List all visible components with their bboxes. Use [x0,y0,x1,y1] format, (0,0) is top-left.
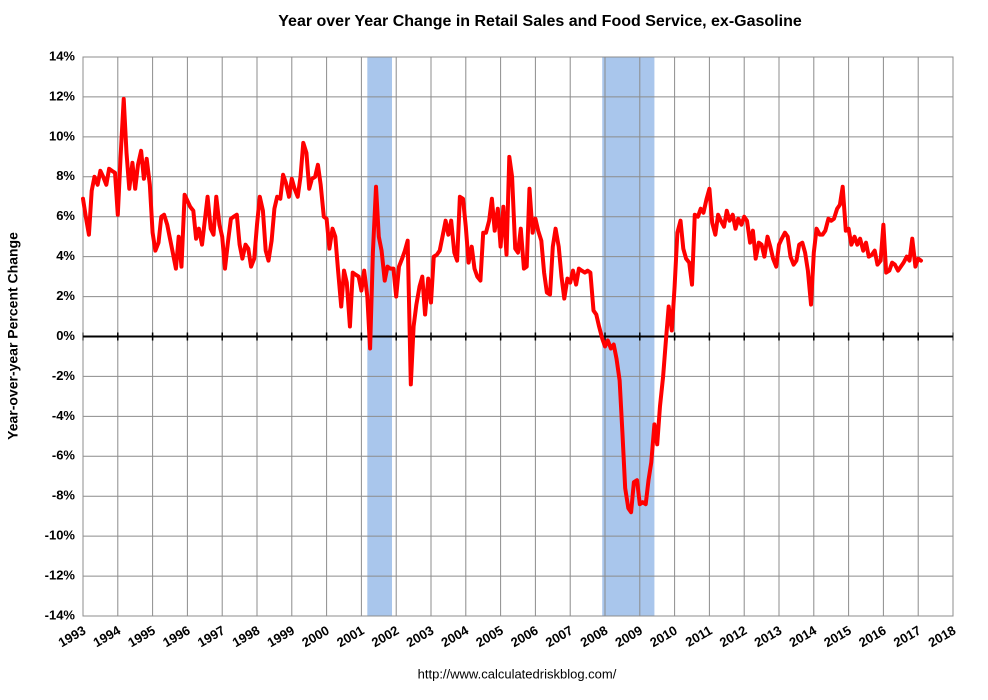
data-line [81,96,923,515]
y-axis-label: Year-over-year Percent Change [5,232,21,440]
y-tick-label: -10% [45,528,76,543]
y-tick-label: 6% [56,208,75,223]
y-tick-label: 14% [49,48,75,63]
y-tick-label: 12% [49,88,75,103]
y-tick-label: -4% [52,408,76,423]
y-tick-label: -14% [45,607,76,622]
y-tick-label: 8% [56,168,75,183]
source: http://www.calculatedriskblog.com/ [418,666,617,681]
y-tick-label: 10% [49,128,75,143]
y-tick-label: -12% [45,568,76,583]
y-tick-label: -2% [52,368,76,383]
chart-title: Year over Year Change in Retail Sales an… [278,13,802,30]
y-tick-label: 4% [56,248,75,263]
y-tick-label: -6% [52,448,76,463]
y-tick-label: 2% [56,288,75,303]
y-tick-label: -8% [52,488,76,503]
y-tick-label: 0% [56,328,75,343]
